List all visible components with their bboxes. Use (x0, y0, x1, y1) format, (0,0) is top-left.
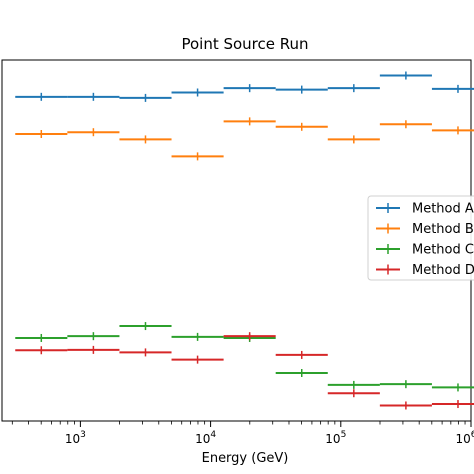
data-point (431, 126, 474, 135)
data-point (379, 401, 432, 410)
data-point (67, 128, 120, 137)
data-point (119, 348, 172, 357)
data-point (431, 84, 474, 93)
x-tick-label: 104 (195, 430, 216, 446)
series-method-b (15, 117, 474, 161)
data-point (327, 84, 380, 93)
data-point (15, 346, 68, 355)
data-point (67, 345, 120, 354)
data-point (379, 120, 432, 129)
legend-item: Method C (376, 243, 474, 258)
data-point (15, 333, 68, 342)
data-point (379, 71, 432, 80)
data-point (171, 152, 224, 161)
legend: Method A Method B Method C Method D (367, 195, 474, 281)
data-point (275, 350, 328, 359)
data-point (171, 88, 224, 97)
x-axis: 103 104 105 106 (11, 421, 474, 446)
legend-box (367, 195, 474, 281)
data-point (275, 122, 328, 131)
legend-item: Method B (376, 222, 474, 237)
data-point (119, 322, 172, 331)
data-point (67, 332, 120, 341)
legend-item: Method D (376, 263, 474, 278)
data-point (223, 84, 276, 93)
data-point (223, 332, 276, 341)
legend-item: Method A (376, 202, 474, 217)
data-point (327, 135, 380, 144)
series-method-c (15, 322, 474, 392)
plot-area (1, 59, 474, 422)
data-point (327, 380, 380, 389)
chart-title: Point Source Run (181, 35, 308, 53)
data-point (119, 93, 172, 102)
legend-label: Method B (412, 222, 474, 237)
data-point (67, 92, 120, 101)
data-point (275, 85, 328, 94)
data-point (171, 332, 224, 341)
data-point (15, 92, 68, 101)
x-tick-label: 105 (325, 430, 346, 446)
data-point (379, 380, 432, 389)
data-point (119, 135, 172, 144)
series-method-a (15, 71, 474, 102)
x-tick-label: 103 (65, 430, 86, 446)
data-point (171, 355, 224, 364)
data-point (15, 130, 68, 139)
legend-label: Method A (412, 202, 474, 217)
data-point (431, 400, 474, 409)
series-method-d (15, 332, 474, 410)
data-point (223, 117, 276, 126)
legend-label: Method D (412, 263, 474, 278)
data-point (275, 368, 328, 377)
x-axis-label: Energy (GeV) (202, 451, 289, 466)
data-point (431, 383, 474, 392)
x-tick-label: 106 (455, 430, 474, 446)
data-point (327, 389, 380, 398)
legend-label: Method C (412, 243, 474, 258)
